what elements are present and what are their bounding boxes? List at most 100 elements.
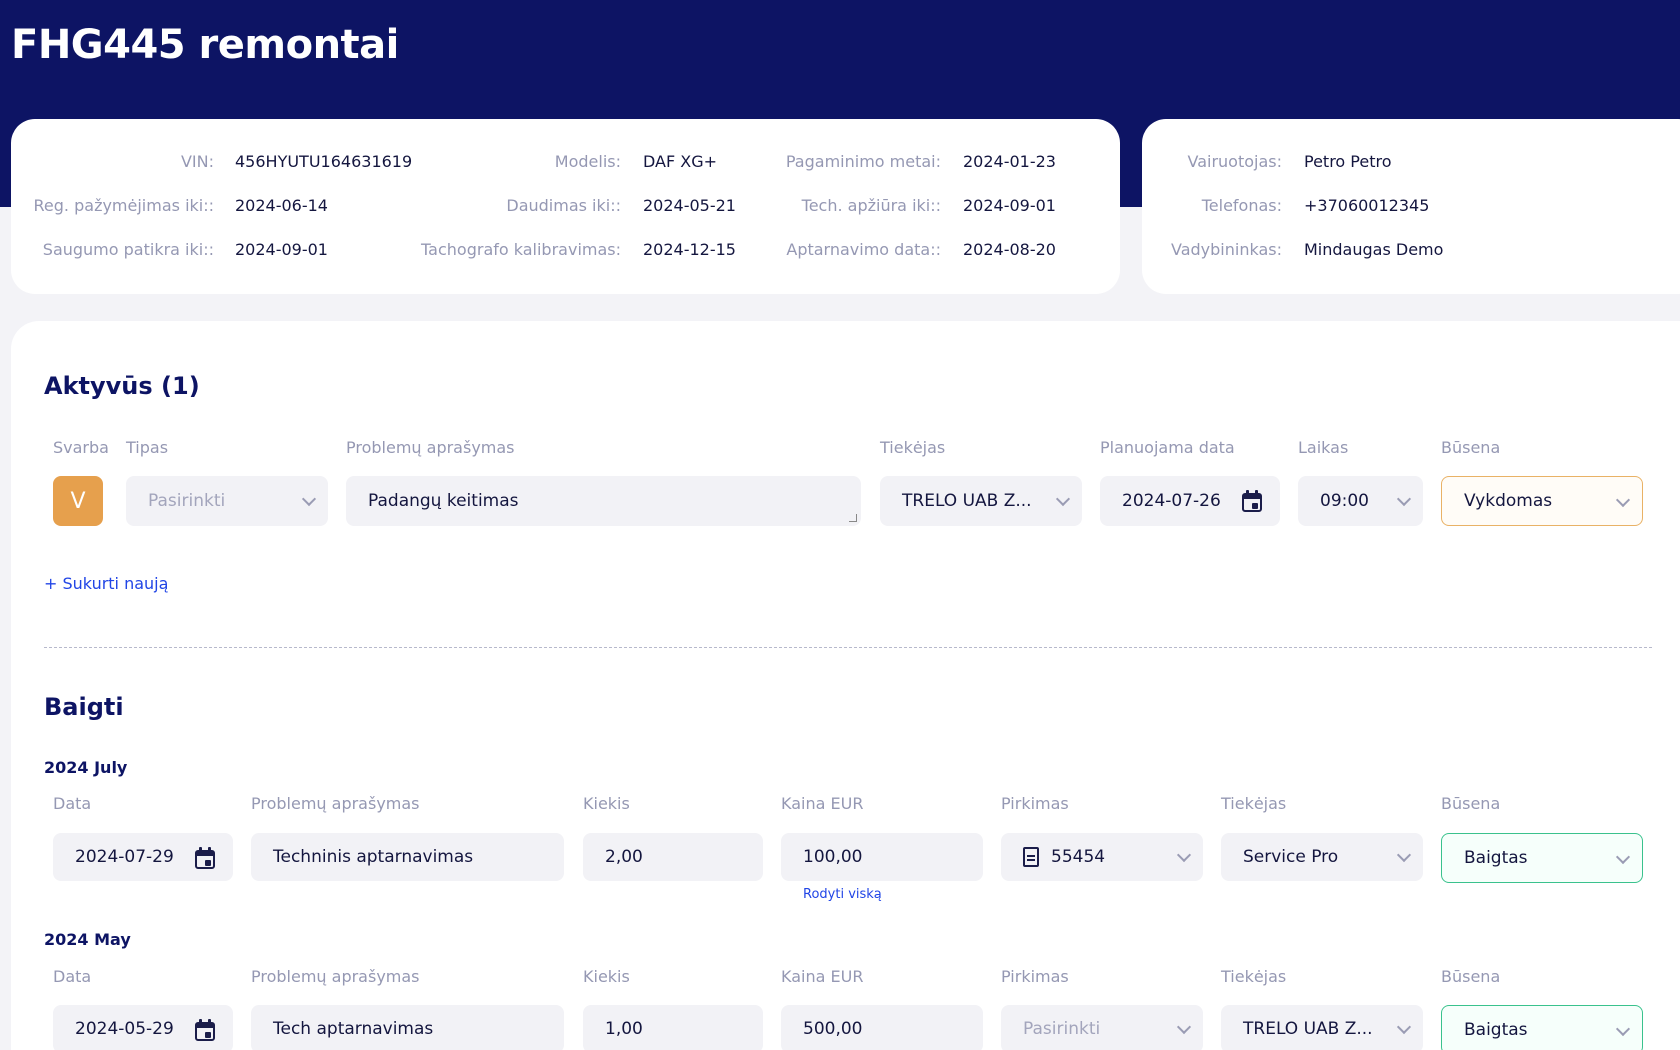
status-select[interactable]: Vykdomas xyxy=(1441,476,1643,526)
col-quantity: Kiekis xyxy=(583,794,630,813)
col-planned-date: Planuojama data xyxy=(1100,438,1235,457)
purchase-select[interactable]: Pasirinkti xyxy=(1001,1005,1203,1050)
type-select-value: Pasirinkti xyxy=(148,491,226,511)
type-select[interactable]: Pasirinkti xyxy=(126,476,328,526)
insurance-value: 2024-05-21 xyxy=(643,196,736,215)
calendar-icon[interactable] xyxy=(1242,490,1262,512)
document-icon xyxy=(1023,847,1039,867)
date-input[interactable]: 2024-05-29 xyxy=(53,1005,233,1050)
service-label: Aptarnavimo data:: xyxy=(786,240,941,259)
col-purchase: Pirkimas xyxy=(1001,794,1069,813)
phone-label: Telefonas: xyxy=(1201,196,1282,215)
quantity-input[interactable]: 1,00 xyxy=(583,1005,763,1050)
col-price: Kaina EUR xyxy=(781,794,864,813)
page-title: FHG445 remontai xyxy=(11,22,399,68)
made-value: 2024-01-23 xyxy=(963,152,1056,171)
quantity-value: 1,00 xyxy=(605,1019,643,1039)
date-value: 2024-05-29 xyxy=(75,1019,174,1039)
supplier-select[interactable]: Service Pro xyxy=(1221,833,1423,881)
price-input[interactable]: 500,00 xyxy=(781,1005,983,1050)
description-textarea[interactable]: Padangų keitimas xyxy=(346,476,861,526)
chevron-down-icon xyxy=(1396,847,1412,863)
driver-label: Vairuotojas: xyxy=(1187,152,1283,171)
col-status: Būsena xyxy=(1441,967,1501,986)
purchase-value: Pasirinkti xyxy=(1023,1019,1101,1039)
status-select[interactable]: Baigtas xyxy=(1441,833,1643,883)
description-input[interactable]: Tech aptarnavimas xyxy=(251,1005,564,1050)
date-input[interactable]: 2024-07-29 xyxy=(53,833,233,881)
tech-label: Tech. apžiūra iki:: xyxy=(801,196,941,215)
safety-value: 2024-09-01 xyxy=(235,240,328,259)
phone-value: +37060012345 xyxy=(1304,196,1430,215)
col-purchase: Pirkimas xyxy=(1001,967,1069,986)
tacho-label: Tachografo kalibravimas: xyxy=(421,240,621,259)
chevron-down-icon xyxy=(1396,491,1412,507)
insurance-label: Daudimas iki:: xyxy=(506,196,621,215)
manager-label: Vadybininkas: xyxy=(1171,240,1282,259)
status-select[interactable]: Baigtas xyxy=(1441,1005,1643,1050)
status-value: Baigtas xyxy=(1464,848,1528,868)
resize-handle-icon[interactable] xyxy=(849,514,857,522)
col-type: Tipas xyxy=(126,438,169,457)
supplier-select[interactable]: TRELO UAB Z... xyxy=(880,476,1082,526)
purchase-value: 55454 xyxy=(1051,847,1106,867)
supplier-select[interactable]: TRELO UAB Z... xyxy=(1221,1005,1423,1050)
create-new-link[interactable]: + Sukurti naują xyxy=(44,574,169,593)
tacho-value: 2024-12-15 xyxy=(643,240,736,259)
tech-value: 2024-09-01 xyxy=(963,196,1056,215)
vehicle-info-card: VIN: 456HYUTU164631619 Reg. pažymėjimas … xyxy=(11,119,1120,294)
calendar-icon[interactable] xyxy=(195,847,215,869)
col-description: Problemų aprašymas xyxy=(346,438,515,457)
chevron-down-icon xyxy=(1176,1019,1192,1035)
supplier-value: TRELO UAB Z... xyxy=(1243,1019,1373,1039)
chevron-down-icon xyxy=(1396,1019,1412,1035)
planned-date-input[interactable]: 2024-07-26 xyxy=(1100,476,1280,526)
chevron-down-icon xyxy=(1615,1021,1631,1037)
description-value: Padangų keitimas xyxy=(368,491,519,511)
col-description: Problemų aprašymas xyxy=(251,794,420,813)
calendar-icon[interactable] xyxy=(195,1019,215,1041)
purchase-select[interactable]: 55454 xyxy=(1001,833,1203,881)
driver-value: Petro Petro xyxy=(1304,152,1392,171)
show-all-link[interactable]: Rodyti viską xyxy=(803,887,882,902)
supplier-value: TRELO UAB Z... xyxy=(902,491,1032,511)
price-input[interactable]: 100,00 xyxy=(781,833,983,881)
status-value: Baigtas xyxy=(1464,1020,1528,1040)
made-label: Pagaminimo metai: xyxy=(785,152,941,171)
chevron-down-icon xyxy=(1615,492,1631,508)
planned-date-value: 2024-07-26 xyxy=(1122,491,1221,511)
service-value: 2024-08-20 xyxy=(963,240,1056,259)
description-value: Techninis aptarnavimas xyxy=(273,847,474,867)
col-date: Data xyxy=(53,794,92,813)
col-quantity: Kiekis xyxy=(583,967,630,986)
date-value: 2024-07-29 xyxy=(75,847,174,867)
model-label: Modelis: xyxy=(554,152,621,171)
status-value: Vykdomas xyxy=(1464,491,1553,511)
reg-value: 2024-06-14 xyxy=(235,196,328,215)
description-value: Tech aptarnavimas xyxy=(273,1019,434,1039)
priority-badge[interactable]: V xyxy=(53,476,103,526)
month-heading: 2024 July xyxy=(44,758,128,777)
driver-info-card: Vairuotojas: Petro Petro Telefonas: +370… xyxy=(1142,119,1680,294)
description-input[interactable]: Techninis aptarnavimas xyxy=(251,833,564,881)
completed-section-title: Baigti xyxy=(44,693,124,721)
supplier-value: Service Pro xyxy=(1243,847,1339,867)
price-value: 100,00 xyxy=(803,847,863,867)
chevron-down-icon xyxy=(1055,491,1071,507)
quantity-input[interactable]: 2,00 xyxy=(583,833,763,881)
vin-label: VIN: xyxy=(180,152,214,171)
col-description: Problemų aprašymas xyxy=(251,967,420,986)
col-priority: Svarba xyxy=(53,438,109,457)
col-time: Laikas xyxy=(1298,438,1349,457)
col-status: Būsena xyxy=(1441,438,1501,457)
time-value: 09:00 xyxy=(1320,491,1369,511)
col-status: Būsena xyxy=(1441,794,1501,813)
quantity-value: 2,00 xyxy=(605,847,643,867)
time-select[interactable]: 09:00 xyxy=(1298,476,1423,526)
manager-value: Mindaugas Demo xyxy=(1304,240,1444,259)
col-price: Kaina EUR xyxy=(781,967,864,986)
col-date: Data xyxy=(53,967,92,986)
price-value: 500,00 xyxy=(803,1019,863,1039)
reg-label: Reg. pažymėjimas iki:: xyxy=(33,196,214,215)
vin-value: 456HYUTU164631619 xyxy=(235,152,413,171)
